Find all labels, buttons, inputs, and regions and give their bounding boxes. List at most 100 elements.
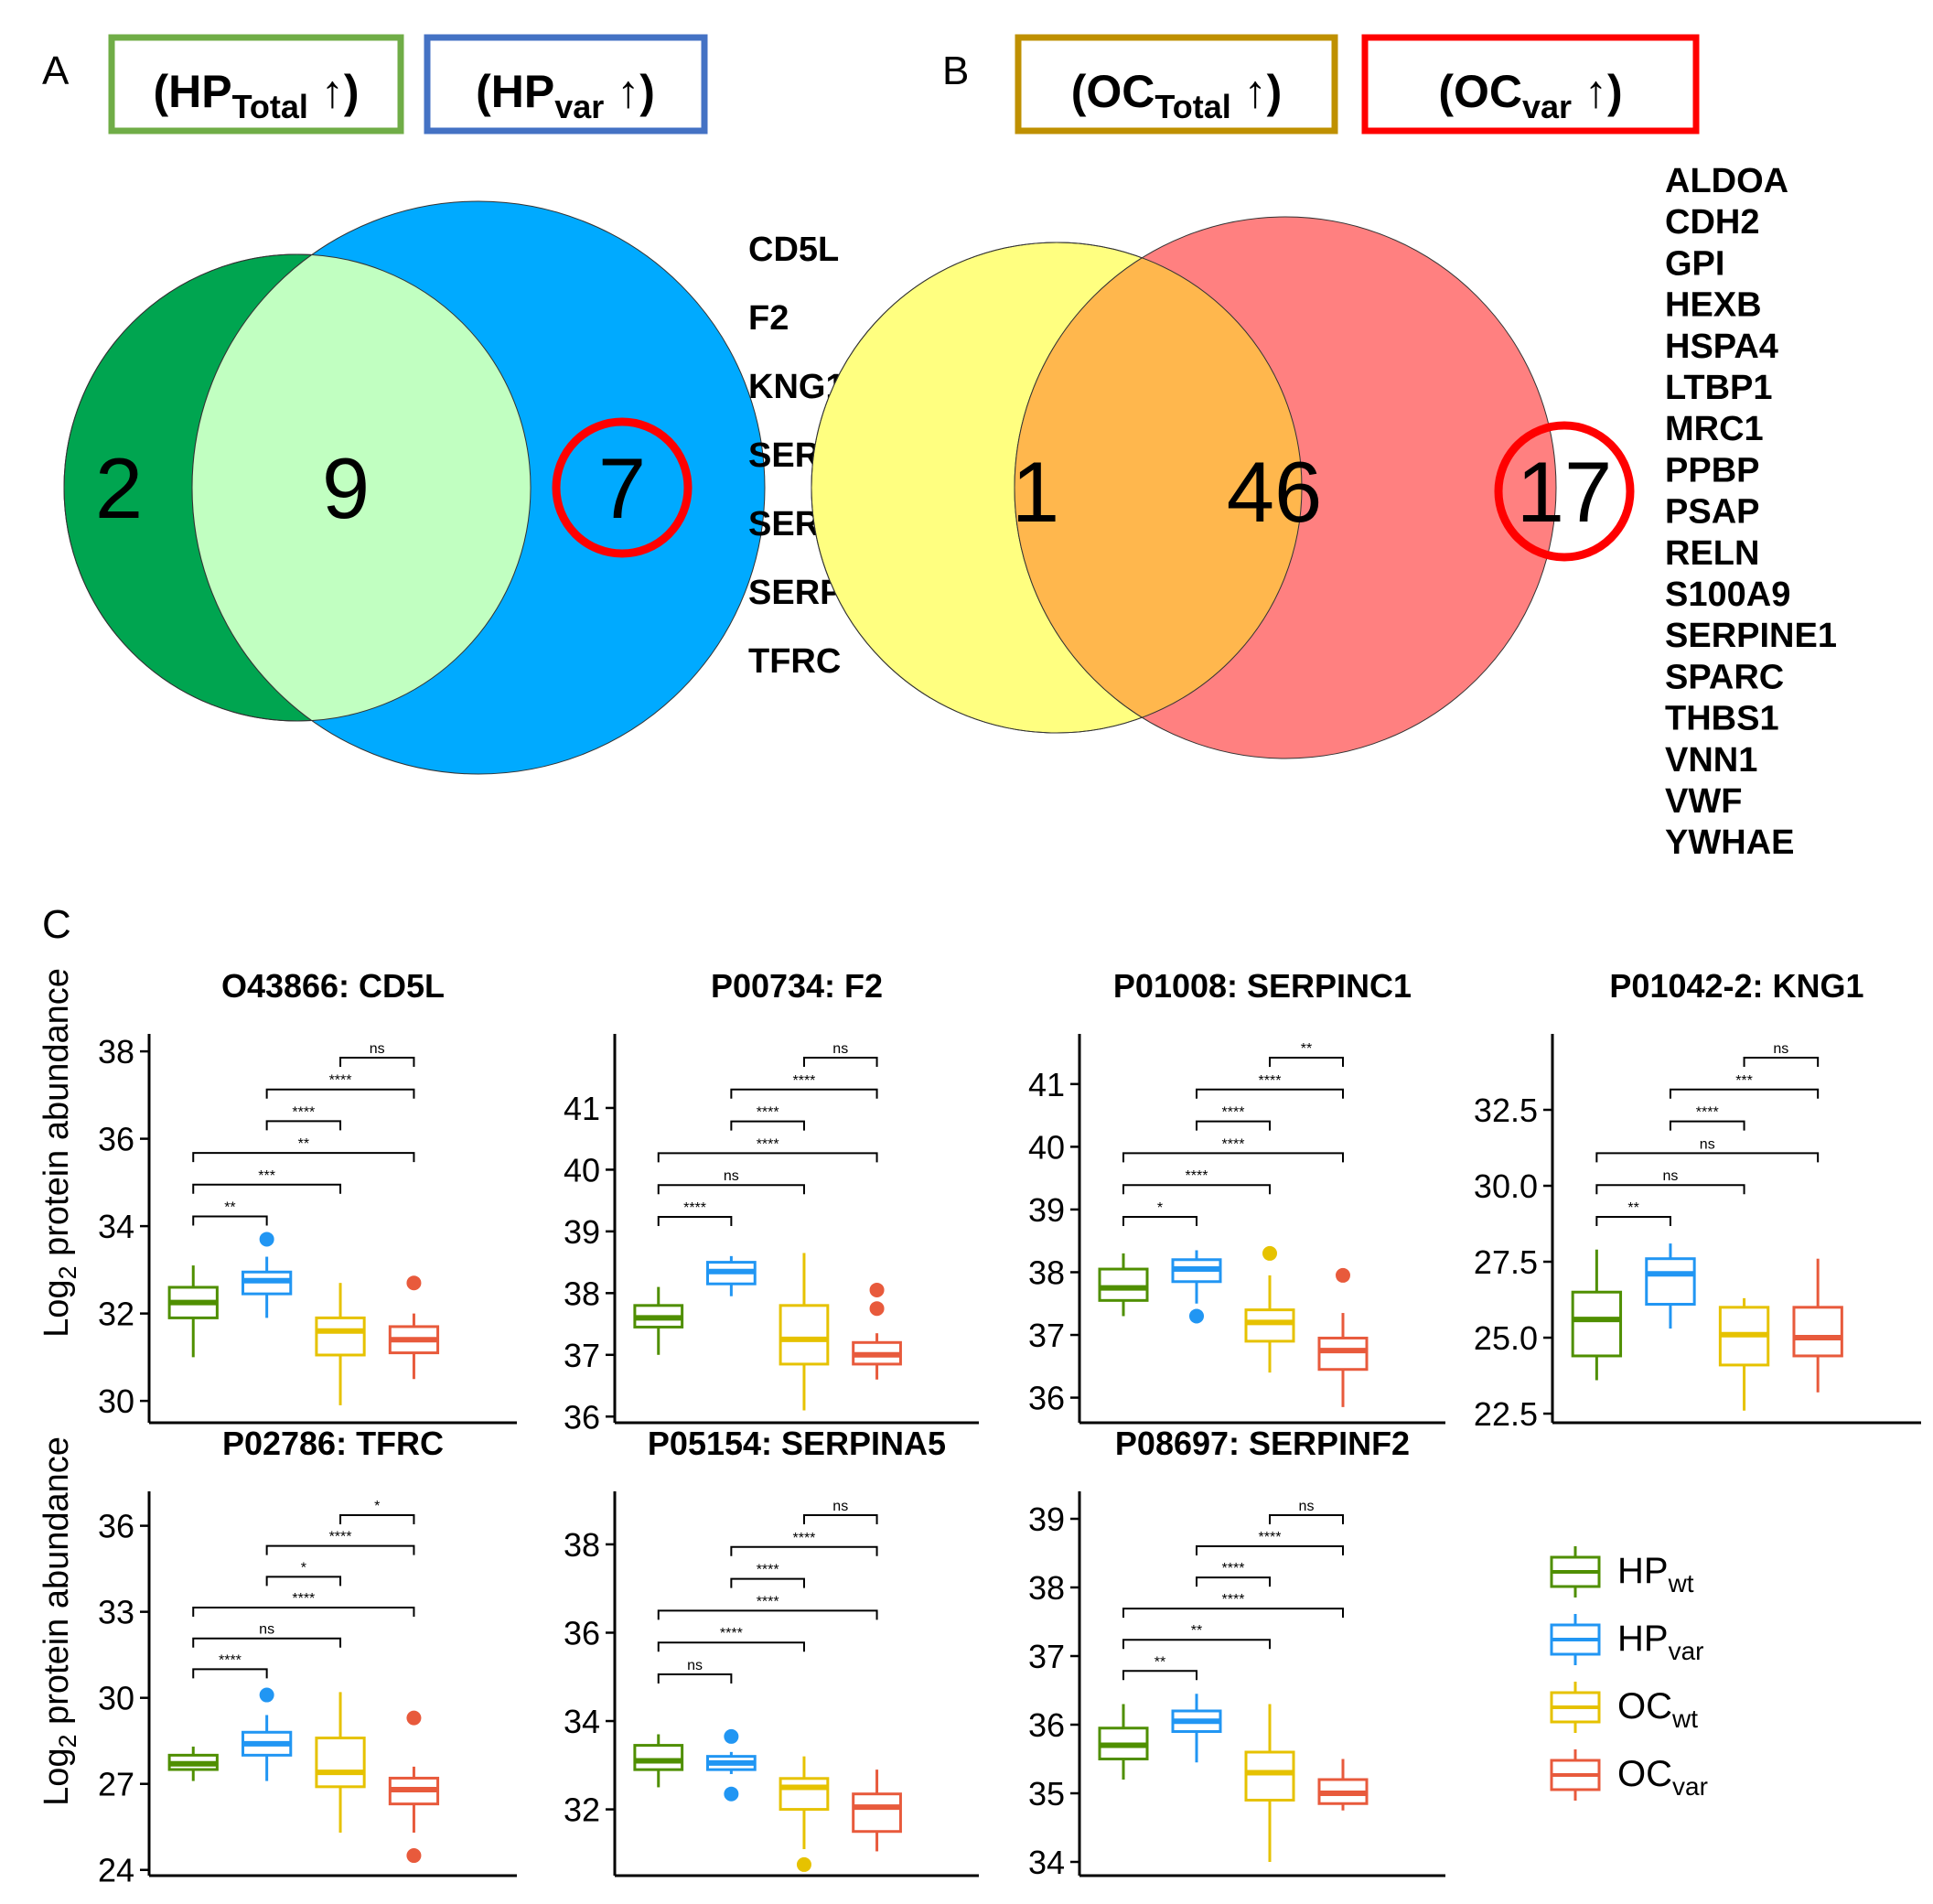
bracket-line — [192, 1183, 342, 1194]
plot-1-ytick-label: 34 — [98, 1208, 134, 1245]
plot-6: P05154: SERPINA5 32 34 36 38 ns **** **** **** **… — [564, 1425, 979, 1877]
bracket-label: **** — [757, 1136, 779, 1152]
bracket-line — [1122, 1184, 1271, 1195]
bracket-line — [730, 1120, 805, 1131]
plot-3-bracket-0-2: **** — [1122, 1168, 1271, 1195]
plot-4-bracket-0-2: ns — [1595, 1168, 1745, 1195]
plot-1-title: O43866: CD5L — [221, 967, 445, 1005]
outlier-point — [724, 1786, 739, 1802]
plot-3: P01008: SERPINC1363738394041************… — [1028, 967, 1445, 1425]
bracket-line — [657, 1152, 878, 1163]
legend-label-main: HP — [1617, 1551, 1669, 1591]
legend-item-ocwt: OCwt — [1550, 1682, 1698, 1733]
bracket-label: * — [301, 1560, 306, 1576]
plot-5-ytick-label: 30 — [98, 1680, 134, 1717]
bracket-line — [1669, 1120, 1745, 1131]
bracket-label: ** — [1154, 1654, 1165, 1670]
plot-7-bracket-0-1: ** — [1122, 1654, 1197, 1681]
plot-2-bracket-0-1: **** — [657, 1200, 733, 1226]
plot-4-bracket-0-3: ns — [1595, 1136, 1820, 1163]
venn-a-gene-cd5l: CD5L — [748, 231, 839, 269]
panel-letter-b: B — [942, 48, 969, 93]
plot-6-ytick-label: 32 — [564, 1791, 600, 1829]
plot-7-box-hpvar — [1171, 1694, 1222, 1763]
plot-4-ytick-label: 25.0 — [1474, 1319, 1538, 1357]
plot-3-ytick-label: 36 — [1028, 1380, 1065, 1417]
bracket-line — [265, 1544, 415, 1555]
plot-3-ytick-label: 41 — [1028, 1066, 1065, 1103]
outlier-point — [1336, 1267, 1350, 1283]
plot-7-ytick-label: 36 — [1028, 1706, 1065, 1744]
plot-5-box-ocwt — [315, 1692, 366, 1833]
bracket-label: **** — [757, 1105, 779, 1121]
plot-4-ytick-label: 27.5 — [1474, 1243, 1538, 1281]
plot-4-bracket-1-3: *** — [1669, 1073, 1820, 1099]
venn-a-highlight-ring — [552, 417, 693, 558]
plot-1-ytick-label: 36 — [98, 1121, 134, 1158]
plot-1-box-hpwt — [167, 1265, 219, 1358]
venn-a-gene-f2: F2 — [748, 299, 789, 338]
venn-a-overlap — [191, 254, 531, 721]
plot-5-bracket-1-3: **** — [265, 1530, 415, 1555]
plot-3-bracket-0-1: * — [1122, 1200, 1197, 1226]
bracket-line — [1122, 1152, 1344, 1163]
bracket-label: ns — [1700, 1136, 1715, 1152]
bracket-label: **** — [292, 1591, 315, 1607]
plot-3-ytick-label: 37 — [1028, 1317, 1065, 1354]
plot-3-box-ocwt — [1244, 1245, 1295, 1373]
venn-b-left-outline — [811, 242, 1303, 734]
outlier-point — [796, 1856, 811, 1872]
plot-2-ytick-label: 41 — [564, 1090, 600, 1127]
plot-1-bracket-0-3: ** — [192, 1136, 415, 1163]
bracket-label: * — [1157, 1200, 1163, 1216]
venn-a-label-left-tail: ↑) — [308, 66, 360, 117]
bracket-label: ns — [1663, 1168, 1679, 1184]
y-axis-label-row2-sub: 2 — [54, 1734, 81, 1748]
y-axis-label-row1: Log2 protein abundance — [38, 968, 81, 1338]
venn-a-left-outline — [63, 253, 532, 722]
venn-b-label-left: (OCTotal ↑) — [1071, 66, 1283, 125]
plot-5-box-hpwt — [167, 1746, 219, 1781]
bracket-line — [192, 1215, 268, 1226]
venn-a-count-both: 9 — [322, 440, 370, 536]
bracket-label: ** — [224, 1199, 235, 1215]
plot-3-ytick-label: 39 — [1028, 1191, 1065, 1229]
venn-b-label-right-tail: ↑) — [1572, 66, 1623, 117]
plot-2-ytick-label: 37 — [564, 1337, 600, 1374]
plot-2-bracket-0-2: ns — [657, 1168, 805, 1195]
plot-3-box-ocvar — [1317, 1267, 1369, 1407]
plot-5-title: P02786: TFRC — [222, 1425, 444, 1462]
plot-1-bracket-0-2: *** — [192, 1168, 342, 1194]
plot-3-bracket-2-3: ** — [1269, 1041, 1344, 1067]
bracket-line — [1196, 1545, 1344, 1556]
bracket-label: **** — [1259, 1073, 1282, 1089]
plot-4-ytick-label: 30.0 — [1474, 1167, 1538, 1205]
plot-2-box-ocvar — [852, 1282, 902, 1380]
bracket-line — [1269, 1057, 1344, 1067]
bracket-line — [1595, 1216, 1671, 1226]
legend-label: HPwt — [1617, 1551, 1694, 1597]
plot-1-bracket-1-2: **** — [265, 1104, 342, 1131]
venn-b-gene-vnn1: VNN1 — [1665, 741, 1757, 780]
outlier-point — [406, 1710, 422, 1726]
outlier-point — [724, 1728, 739, 1744]
plot-4-box-hpwt — [1571, 1249, 1623, 1381]
bracket-label: **** — [329, 1530, 352, 1545]
venn-b-count-right: 17 — [1517, 444, 1613, 540]
outlier-point — [1189, 1308, 1204, 1324]
bracket-line — [1669, 1088, 1820, 1099]
bracket-label: *** — [258, 1168, 275, 1184]
outlier-point — [869, 1301, 885, 1317]
venn-b-label-left-sub: Total — [1154, 88, 1230, 125]
venn-b-gene-cdh2: CDH2 — [1665, 203, 1759, 242]
plot-5-bracket-2-3: * — [339, 1499, 415, 1524]
y-axis-label-row2: Log2 protein abundance — [38, 1436, 81, 1806]
bracket-label: ns — [724, 1168, 739, 1184]
bracket-line — [192, 1668, 268, 1679]
plot-2-bracket-0-3: **** — [657, 1136, 878, 1163]
bracket-line — [1196, 1120, 1271, 1131]
plot-1-box-ocwt — [315, 1283, 366, 1405]
plot-5-bracket-0-1: **** — [192, 1652, 268, 1679]
legend-label-sub: var — [1672, 1772, 1708, 1801]
plot-5-bracket-0-2: ns — [192, 1622, 342, 1648]
